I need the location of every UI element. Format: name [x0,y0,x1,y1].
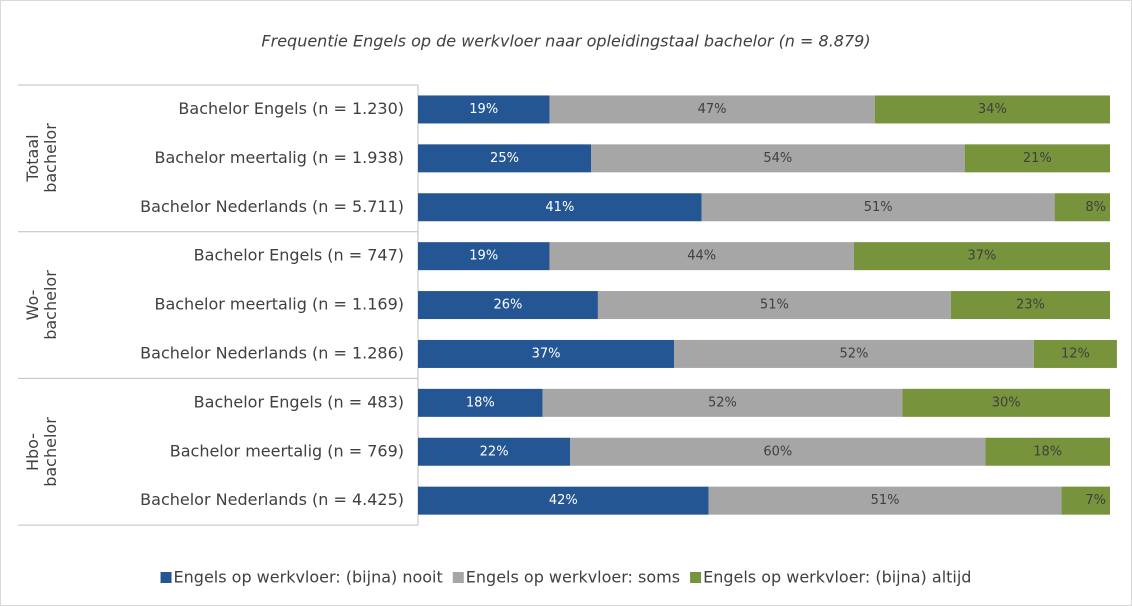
category-label: Bachelor Nederlands (n = 5.711) [140,197,404,216]
value-label: 30% [992,395,1021,410]
bar-segment [418,291,598,320]
value-label: 37% [968,249,997,264]
bar-segment [418,388,543,417]
value-label: 8% [1085,200,1106,215]
value-label: 44% [687,249,716,264]
bar-segment [950,291,1110,320]
category-label: Bachelor meertalig (n = 1.169) [154,295,404,314]
category-label: Bachelor Engels (n = 483) [194,392,404,411]
legend: Engels op werkvloer: (bijna) nooit Engels… [160,568,971,587]
bar-segment [418,193,702,222]
bar-segment [701,193,1055,222]
category-label: Bachelor meertalig (n = 769) [170,441,404,460]
bar-segment [964,144,1110,173]
bar-segment [418,242,550,271]
value-label: 18% [466,395,495,410]
bar-segment [1061,486,1110,515]
category-label: Bachelor meertalig (n = 1.938) [154,148,404,167]
legend-label: Engels op werkvloer: (bijna) altijd [703,568,971,587]
value-label: 54% [763,151,792,166]
value-label: 37% [532,346,561,361]
value-label: 52% [840,346,869,361]
group-label: Hbo-bachelor [23,416,60,487]
bar-segment [418,95,550,124]
bar-segment [542,388,903,417]
bar-segment [418,486,709,515]
bar-segment [418,339,675,368]
value-label: 51% [871,493,900,508]
legend-label: Engels op werkvloer: (bijna) nooit [174,568,443,587]
category-label: Bachelor Nederlands (n = 1.286) [140,343,404,362]
value-label: 42% [549,493,578,508]
group-label: Totaal bachelor [23,123,60,194]
bar-segment [549,95,875,124]
category-label: Bachelor Engels (n = 747) [194,246,404,265]
value-label: 34% [978,102,1007,117]
legend-label: Engels op werkvloer: soms [466,568,680,587]
category-label: Bachelor Nederlands (n = 4.425) [140,490,404,509]
bar-segment [418,437,571,466]
value-label: 51% [760,298,789,313]
bar-segment [674,339,1034,368]
bar-segment [902,388,1110,417]
value-label: 41% [545,200,574,215]
bar-segment [853,242,1110,271]
bar-segment [1033,339,1117,368]
bar-segment [597,291,951,320]
value-label: 25% [490,151,519,166]
value-label: 7% [1085,493,1106,508]
value-label: 18% [1033,444,1062,459]
value-label: 19% [469,249,498,264]
value-label: 23% [1016,298,1045,313]
value-label: 21% [1023,151,1052,166]
category-label: Bachelor Engels (n = 1.230) [178,99,404,118]
value-label: 12% [1061,346,1090,361]
value-label: 51% [864,200,893,215]
value-label: 52% [708,395,737,410]
bar-segment [985,437,1110,466]
group-label: Wo-bachelor [23,270,60,340]
value-label: 22% [480,444,509,459]
bar-segment [549,242,854,271]
value-label: 47% [698,102,727,117]
value-label: 26% [494,298,523,313]
legend-swatch [690,572,702,583]
legend-swatch [452,572,464,583]
bar-segment [708,486,1062,515]
bar-segment [418,144,591,173]
chart-title: Frequentie Engels op de werkvloer naar o… [261,32,870,51]
value-label: 19% [469,102,498,117]
bar-segment [1054,193,1110,222]
bar-segment [874,95,1110,124]
value-label: 60% [763,444,792,459]
bar-segment [591,144,965,173]
bar-segment [570,437,986,466]
legend-swatch [160,572,172,583]
